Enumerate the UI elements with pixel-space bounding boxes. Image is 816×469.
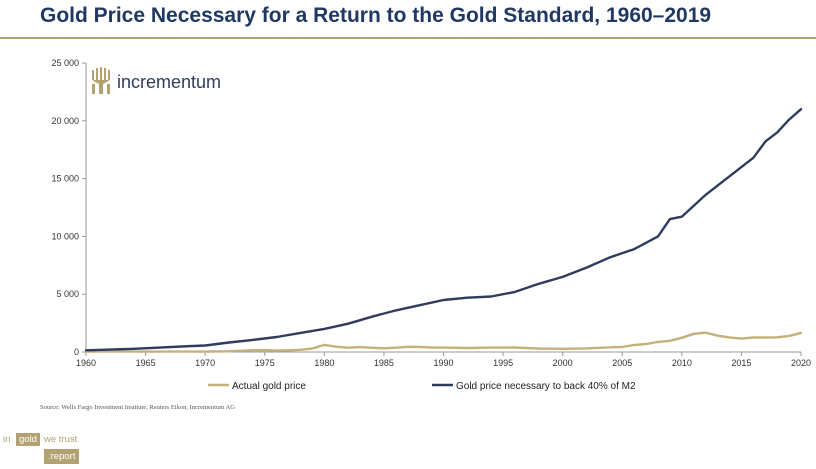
y-tick-label: 15 000 xyxy=(51,174,79,184)
brand-we-trust: we trust xyxy=(44,434,78,445)
page-title: Gold Price Necessary for a Return to the… xyxy=(40,4,712,27)
x-tick-label: 2015 xyxy=(731,358,751,368)
title-divider xyxy=(0,37,816,39)
y-tick-label: 10 000 xyxy=(51,231,79,241)
brand-report: .report xyxy=(44,449,80,464)
y-tick-label: 25 000 xyxy=(51,58,79,68)
x-tick-label: 1985 xyxy=(374,358,394,368)
tree-icon xyxy=(92,67,110,94)
series-line-actual-gold-price xyxy=(84,331,803,353)
incrementum-logo: incrementum xyxy=(92,67,221,94)
y-tick-label: 0 xyxy=(74,347,79,357)
series-lines xyxy=(84,107,803,353)
y-tick-label: 20 000 xyxy=(51,116,79,126)
x-tick-label: 2005 xyxy=(612,358,632,368)
x-tick-label: 1970 xyxy=(195,358,215,368)
y-tick-label: 5 000 xyxy=(56,289,79,299)
x-tick-label: 1980 xyxy=(314,358,334,368)
x-tick-label: 2000 xyxy=(553,358,573,368)
x-tick-label: 1975 xyxy=(255,358,275,368)
logo-text: incrementum xyxy=(117,72,221,92)
x-tick-label: 2010 xyxy=(672,358,692,368)
x-tick-label: 1965 xyxy=(136,358,156,368)
source-note: Source: Wells Fargo Investment Institute… xyxy=(40,404,235,411)
x-tick-label: 1990 xyxy=(433,358,453,368)
legend: Actual gold price Gold price necessary to… xyxy=(208,381,636,392)
x-tick-label: 2020 xyxy=(791,358,811,368)
x-tick-label: 1960 xyxy=(76,358,96,368)
series-line-m2-backed-price xyxy=(84,107,803,352)
x-tick-label: 1995 xyxy=(493,358,513,368)
brand-in: in xyxy=(3,434,11,445)
legend-label: Gold price necessary to back 40% of M2 xyxy=(456,381,636,392)
legend-label: Actual gold price xyxy=(232,381,306,392)
brand-gold: gold xyxy=(16,433,40,446)
axes: 0 5 000 10 000 15 000 20 000 25 000 1960 1965 19… xyxy=(51,58,811,368)
